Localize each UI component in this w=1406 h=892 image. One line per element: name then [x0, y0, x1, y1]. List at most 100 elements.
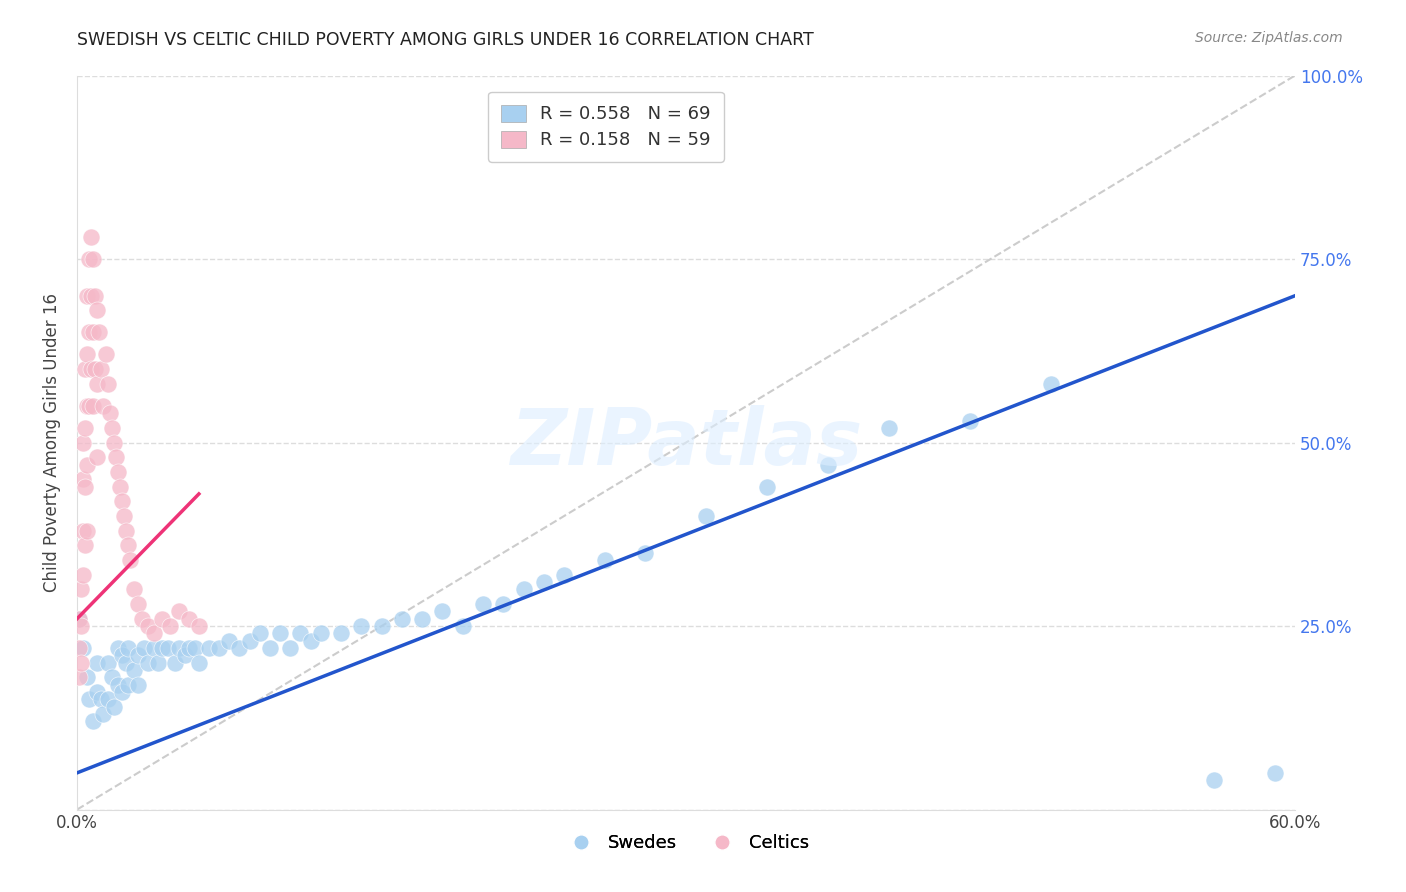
Point: [111, 494, 134, 508]
Point: [75, 479, 97, 493]
Point: [96, 656, 118, 670]
Point: [187, 656, 209, 670]
Point: [249, 626, 271, 640]
Point: [391, 612, 413, 626]
Point: [127, 648, 149, 663]
Point: [72, 567, 94, 582]
Point: [93, 707, 115, 722]
Point: [86, 656, 108, 670]
Point: [117, 538, 139, 552]
Point: [239, 633, 262, 648]
Point: [86, 376, 108, 391]
Point: [492, 597, 515, 611]
Point: [76, 458, 98, 472]
Text: Source: ZipAtlas.com: Source: ZipAtlas.com: [1195, 31, 1343, 45]
Point: [695, 508, 717, 523]
Point: [96, 376, 118, 391]
Point: [259, 641, 281, 656]
Point: [157, 641, 180, 656]
Point: [370, 619, 392, 633]
Point: [218, 633, 240, 648]
Point: [72, 641, 94, 656]
Point: [472, 597, 495, 611]
Point: [150, 641, 173, 656]
Point: [350, 619, 373, 633]
Point: [411, 612, 433, 626]
Point: [103, 699, 125, 714]
Point: [80, 230, 103, 244]
Point: [72, 524, 94, 538]
Point: [131, 612, 153, 626]
Point: [1202, 773, 1225, 788]
Point: [451, 619, 474, 633]
Point: [72, 472, 94, 486]
Point: [148, 656, 170, 670]
Point: [70, 582, 93, 597]
Point: [82, 326, 104, 340]
Point: [108, 479, 131, 493]
Point: [75, 362, 97, 376]
Point: [89, 326, 111, 340]
Point: [114, 524, 136, 538]
Point: [96, 692, 118, 706]
Point: [76, 399, 98, 413]
Point: [76, 289, 98, 303]
Point: [299, 633, 322, 648]
Point: [82, 714, 104, 729]
Point: [290, 626, 312, 640]
Point: [76, 347, 98, 361]
Point: [93, 399, 115, 413]
Point: [80, 289, 103, 303]
Point: [86, 450, 108, 465]
Point: [330, 626, 353, 640]
Text: SWEDISH VS CELTIC CHILD POVERTY AMONG GIRLS UNDER 16 CORRELATION CHART: SWEDISH VS CELTIC CHILD POVERTY AMONG GI…: [77, 31, 814, 49]
Point: [143, 626, 166, 640]
Point: [593, 553, 616, 567]
Point: [75, 538, 97, 552]
Point: [117, 678, 139, 692]
Point: [67, 641, 90, 656]
Point: [1040, 376, 1063, 391]
Point: [756, 479, 779, 493]
Point: [107, 678, 129, 692]
Point: [86, 303, 108, 318]
Point: [163, 656, 186, 670]
Point: [1264, 765, 1286, 780]
Point: [432, 604, 454, 618]
Point: [67, 612, 90, 626]
Point: [533, 574, 555, 589]
Point: [553, 567, 575, 582]
Point: [117, 641, 139, 656]
Point: [84, 362, 107, 376]
Point: [150, 612, 173, 626]
Point: [107, 465, 129, 479]
Point: [198, 641, 221, 656]
Point: [86, 685, 108, 699]
Point: [173, 648, 195, 663]
Point: [136, 656, 159, 670]
Point: [269, 626, 291, 640]
Point: [278, 641, 301, 656]
Point: [184, 641, 207, 656]
Point: [112, 508, 135, 523]
Point: [70, 656, 93, 670]
Point: [187, 619, 209, 633]
Point: [90, 692, 112, 706]
Point: [76, 524, 98, 538]
Point: [177, 641, 200, 656]
Point: [90, 362, 112, 376]
Y-axis label: Child Poverty Among Girls Under 16: Child Poverty Among Girls Under 16: [44, 293, 60, 592]
Point: [817, 458, 839, 472]
Point: [122, 663, 145, 677]
Point: [177, 612, 200, 626]
Point: [82, 252, 104, 266]
Text: ZIPatlas: ZIPatlas: [510, 405, 862, 481]
Point: [70, 619, 93, 633]
Point: [634, 546, 657, 560]
Point: [75, 421, 97, 435]
Point: [512, 582, 534, 597]
Point: [94, 347, 117, 361]
Point: [104, 450, 127, 465]
Point: [67, 670, 90, 684]
Point: [111, 648, 134, 663]
